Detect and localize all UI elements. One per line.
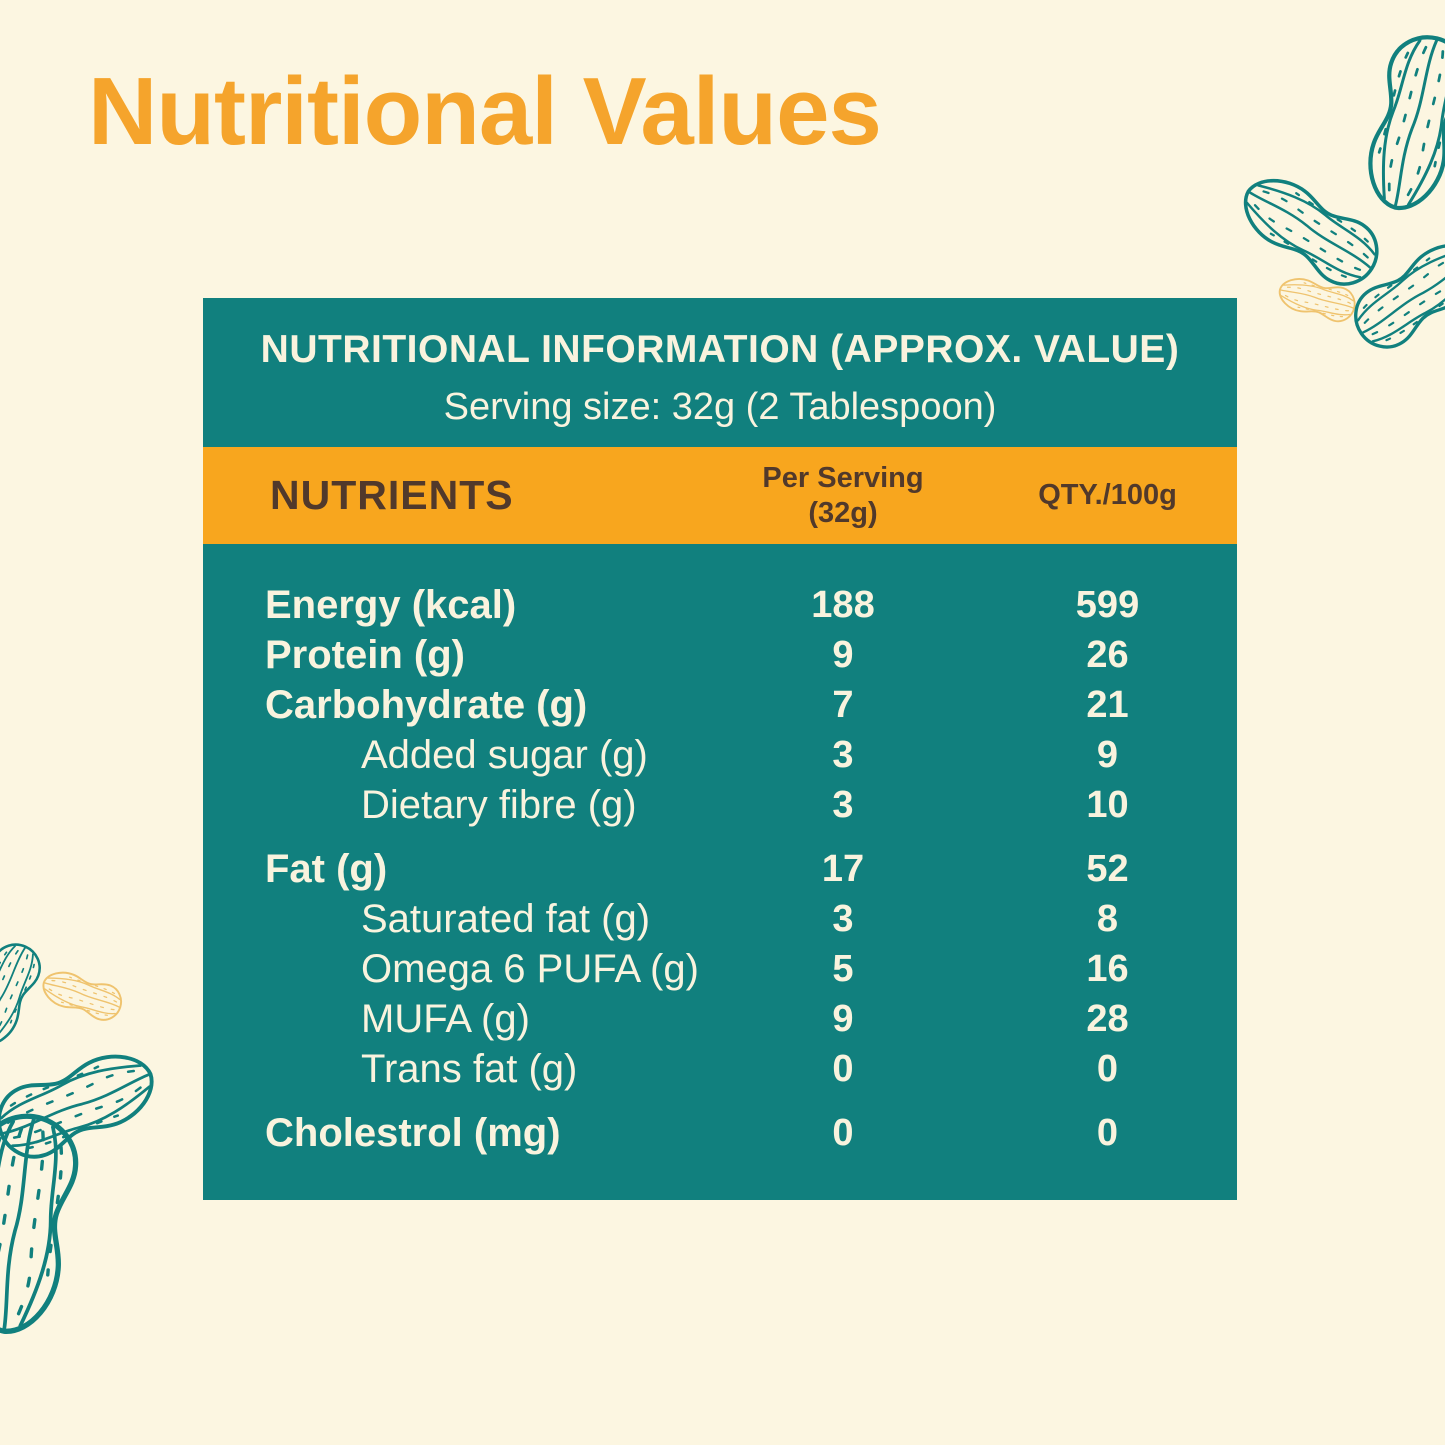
column-header-nutrients: NUTRIENTS	[270, 472, 514, 518]
per-serving-value: 0	[832, 1047, 854, 1090]
qty-value: 10	[1086, 783, 1129, 826]
nutrient-label: Added sugar (g)	[361, 732, 648, 777]
nutrient-label: Energy (kcal)	[265, 582, 517, 627]
column-header-per-serving: Per Serving (32g)	[708, 461, 978, 531]
table-row: Carbohydrate (g) 7 21	[203, 680, 1237, 730]
peanut-icon	[1339, 17, 1445, 228]
per-serving-value: 7	[832, 683, 854, 726]
qty-value: 8	[1096, 897, 1119, 940]
nutrient-label: Saturated fat (g)	[361, 896, 651, 941]
per-serving-line1: Per Serving	[762, 461, 924, 494]
qty-value: 16	[1086, 947, 1129, 990]
table-row: Cholestrol (mg) 0 0	[203, 1108, 1237, 1158]
per-serving-line2: (32g)	[808, 496, 878, 529]
table-row: Energy (kcal) 188 599	[203, 580, 1237, 630]
table-header-row: NUTRIENTS Per Serving (32g) QTY./100g	[203, 447, 1237, 544]
column-header-qty: QTY./100g	[1038, 479, 1177, 511]
table-row: Added sugar (g) 3 9	[203, 730, 1237, 780]
table-row: Trans fat (g) 0 0	[203, 1044, 1237, 1094]
qty-value: 599	[1075, 583, 1140, 626]
qty-value: 28	[1086, 997, 1129, 1040]
qty-value: 0	[1096, 1047, 1119, 1090]
nutrition-panel: NUTRITIONAL INFORMATION (APPROX. VALUE) …	[203, 298, 1237, 1200]
per-serving-value: 3	[832, 783, 854, 826]
page-title: Nutritional Values	[88, 58, 882, 165]
table-row: Omega 6 PUFA (g) 5 16	[203, 944, 1237, 994]
table-row: Fat (g) 17 52	[203, 844, 1237, 894]
nutrient-table: Energy (kcal) 188 599 Protein (g) 9 26 C…	[203, 544, 1237, 1158]
per-serving-value: 5	[832, 947, 854, 990]
table-row: Saturated fat (g) 3 8	[203, 894, 1237, 944]
per-serving-value: 188	[811, 583, 875, 626]
table-row: MUFA (g) 9 28	[203, 994, 1237, 1044]
per-serving-value: 9	[832, 997, 854, 1040]
serving-size-text: Serving size: 32g (2 Tablespoon)	[443, 386, 997, 428]
per-serving-value: 3	[832, 897, 854, 940]
per-serving-value: 9	[832, 633, 854, 676]
nutrient-label: Dietary fibre (g)	[361, 782, 637, 827]
nutrient-label: Trans fat (g)	[361, 1046, 578, 1091]
nutrient-label: Cholestrol (mg)	[265, 1110, 561, 1155]
nutrient-label: Omega 6 PUFA (g)	[361, 946, 699, 991]
qty-value: 21	[1086, 683, 1129, 726]
peanut-icon	[0, 1099, 105, 1349]
panel-header: NUTRITIONAL INFORMATION (APPROX. VALUE) …	[203, 298, 1237, 429]
per-serving-value: 0	[832, 1111, 854, 1154]
table-row: Dietary fibre (g) 3 10	[203, 780, 1237, 830]
nutrient-label: MUFA (g)	[361, 996, 530, 1041]
nutrient-label: Protein (g)	[265, 632, 465, 677]
qty-value: 0	[1096, 1111, 1119, 1154]
qty-value: 26	[1086, 633, 1129, 676]
peanut-icon	[33, 957, 131, 1033]
qty-value: 52	[1086, 847, 1129, 890]
panel-title: NUTRITIONAL INFORMATION (APPROX. VALUE)	[260, 328, 1180, 371]
nutrient-label: Fat (g)	[265, 846, 388, 891]
per-serving-value: 17	[821, 847, 865, 890]
per-serving-value: 3	[832, 733, 854, 776]
table-row: Protein (g) 9 26	[203, 630, 1237, 680]
nutrient-label: Carbohydrate (g)	[265, 682, 588, 727]
qty-value: 9	[1096, 733, 1119, 776]
